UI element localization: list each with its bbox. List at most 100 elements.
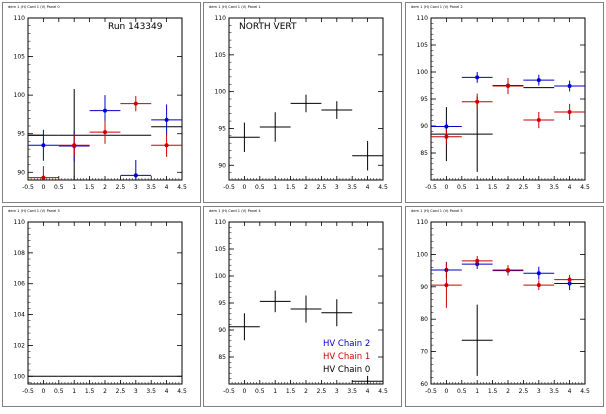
data-point <box>536 78 541 83</box>
data-point <box>567 84 572 89</box>
x-tick-label: 2 <box>506 184 510 191</box>
x-tick-label: 0.5 <box>255 184 265 191</box>
x-tick-label: 3 <box>537 388 541 395</box>
data-point <box>444 134 449 139</box>
y-tick-label: 95 <box>218 300 226 307</box>
data-layer <box>431 256 585 376</box>
data-layer <box>28 88 182 180</box>
data-point <box>536 283 541 288</box>
y-tick-label: 85 <box>420 150 428 157</box>
x-tick-label: 3.5 <box>549 388 559 395</box>
data-point <box>475 75 480 80</box>
y-tick-label: 108 <box>14 250 26 257</box>
data-point <box>103 130 107 135</box>
plot-annotation: Run 143349 <box>108 22 163 32</box>
x-tick-label: -0.5 <box>425 184 437 191</box>
x-tick-label: 0 <box>242 388 246 395</box>
y-tick-label: 95 <box>17 131 25 138</box>
x-tick-label: 1.5 <box>488 184 498 191</box>
x-tick-label: 4 <box>568 388 572 395</box>
x-tick-label: 2 <box>103 388 107 395</box>
y-tick-label: 85 <box>218 354 226 361</box>
x-tick-label: 0.5 <box>255 388 265 395</box>
data-point <box>133 101 138 106</box>
plot-annotation: NORTH VERT <box>239 22 297 32</box>
x-tick-label: 3.5 <box>549 184 559 191</box>
pad-title: dem 1 (H) Card 1 (V) Panel 3 <box>8 209 60 213</box>
y-tick-label: 100 <box>417 69 429 76</box>
y-tick-label: 90 <box>420 284 428 291</box>
pad-2: dem 1 (H) Card 1 (V) Panel 2 -0.5 0 0.5 1 1.5… <box>405 2 604 203</box>
x-tick-label: 0.5 <box>457 388 467 395</box>
data-point <box>475 99 480 104</box>
legend-entry: HV Chain 2 <box>323 339 370 349</box>
data-point <box>444 283 449 288</box>
y-tick-label: 95 <box>218 125 226 132</box>
x-tick-label: 4.5 <box>177 388 187 395</box>
y-tick-label: 100 <box>14 373 26 380</box>
data-point <box>567 109 572 114</box>
data-point <box>72 143 77 148</box>
pad-title: dem 1 (H) Card 1 (V) Panel 2 <box>411 5 463 9</box>
x-tick-label: 4 <box>366 184 370 191</box>
pad-3: dem 1 (H) Card 1 (V) Panel 3 -0.5 0 0.5 1 1.5… <box>2 206 201 407</box>
x-tick-label: 1 <box>72 388 76 395</box>
legend-entry: HV Chain 1 <box>323 352 370 362</box>
data-point <box>41 175 46 180</box>
x-tick-label: 2 <box>103 184 107 191</box>
data-layer <box>229 290 383 384</box>
data-point <box>164 143 169 148</box>
x-tick-label: 4.5 <box>580 184 590 191</box>
series-chain0 <box>229 94 383 171</box>
series-chain0 <box>461 304 493 376</box>
data-point <box>103 108 107 113</box>
x-tick-label: -0.5 <box>223 388 235 395</box>
y-tick-label: 90 <box>218 162 226 169</box>
data-point <box>506 84 510 89</box>
y-tick-label: 100 <box>215 89 227 96</box>
data-point <box>567 277 572 282</box>
x-tick-label: 0.5 <box>54 184 64 191</box>
x-tick-label: 0 <box>41 184 45 191</box>
x-tick-label: 4.5 <box>378 388 388 395</box>
y-tick-label: 110 <box>215 15 227 22</box>
x-tick-label: 1 <box>273 388 277 395</box>
series-chain1 <box>28 95 182 180</box>
x-tick-label: 2.5 <box>116 388 126 395</box>
pad-frame <box>405 2 604 203</box>
x-tick-label: -0.5 <box>223 184 235 191</box>
legend-entry: HV Chain 0 <box>323 365 370 375</box>
pad-1: dem 1 (H) Card 1 (V) Panel 1 -0.5 0 0.5 1 1.5… <box>203 2 402 203</box>
y-tick-label: 110 <box>215 219 227 226</box>
x-tick-label: 1 <box>475 184 479 191</box>
x-tick-label: 3 <box>537 184 541 191</box>
x-tick-label: 2 <box>506 388 510 395</box>
y-tick-label: 104 <box>14 312 26 319</box>
pad-title: dem 1 (H) Card 1 (V) Panel 0 <box>8 5 60 9</box>
x-tick-label: 2 <box>304 388 308 395</box>
x-tick-label: -0.5 <box>22 388 34 395</box>
pad-0: dem 1 (H) Card 1 (V) Panel 0 -0.5 0 0.5 1 1.5… <box>2 2 201 203</box>
x-tick-label: 3.5 <box>347 388 357 395</box>
x-tick-label: 3 <box>134 184 138 191</box>
pad-frame <box>2 2 201 203</box>
y-tick-label: 80 <box>420 316 428 323</box>
x-tick-label: 3.5 <box>146 184 156 191</box>
x-tick-label: 3.5 <box>146 388 156 395</box>
y-tick-label: 70 <box>420 349 428 356</box>
pad-frame <box>203 2 402 203</box>
x-tick-label: 1.5 <box>85 184 95 191</box>
y-tick-label: 100 <box>417 251 429 258</box>
data-layer <box>431 72 585 172</box>
x-tick-label: 2.5 <box>519 388 529 395</box>
x-tick-label: 0.5 <box>54 388 64 395</box>
y-tick-label: 90 <box>420 123 428 130</box>
y-tick-label: 105 <box>215 246 227 253</box>
x-tick-label: 0 <box>444 184 448 191</box>
x-tick-label: 1.5 <box>286 388 296 395</box>
y-tick-label: 100 <box>215 273 227 280</box>
data-point <box>536 118 541 123</box>
x-tick-label: 4.5 <box>378 184 388 191</box>
series-chain1 <box>431 77 585 145</box>
